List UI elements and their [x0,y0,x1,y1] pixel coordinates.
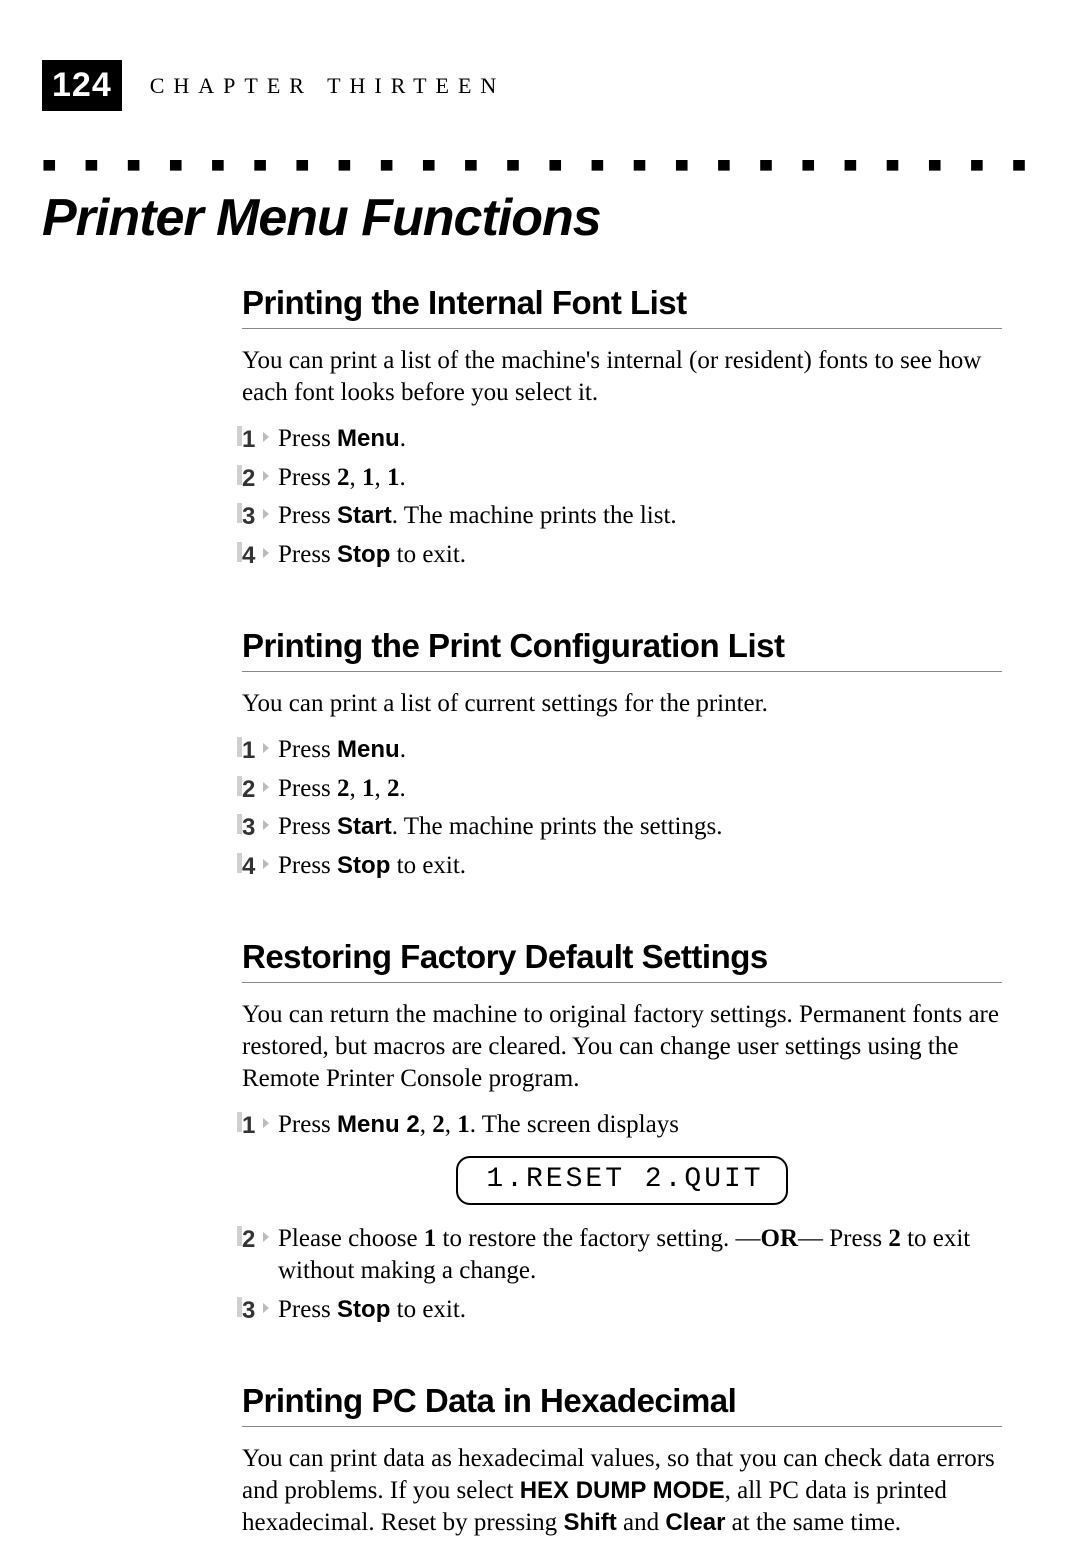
step-item: 4 Press Stop to exit. [242,850,1002,883]
steps-list: 1 Press Menu. 2 Press 2, 1, 2. 3 Press S… [242,734,1002,882]
section-body: You can print data as hexadecimal values… [242,1443,1002,1539]
step-text: Press Menu. [278,734,1002,767]
step-text: Press 2, 1, 1. [278,462,1002,495]
dotted-rule: ■ ■ ■ ■ ■ ■ ■ ■ ■ ■ ■ ■ ■ ■ ■ ■ ■ ■ ■ ■ … [42,160,1038,184]
main-title: Printer Menu Functions [42,188,1038,248]
section-title: Printing the Internal Font List [242,284,1002,329]
step-item: 4 Press Stop to exit. [242,539,1002,572]
step-number-icon: 4 [242,851,262,882]
step-text: Press Start. The machine prints the sett… [278,811,1002,844]
step-number-icon: 3 [242,501,262,532]
step-number-icon: 1 [242,1110,262,1141]
lcd-display-wrap: 1.RESET 2.QUIT [242,1156,1002,1205]
content-area: ■ ■ ■ ■ ■ ■ ■ ■ ■ ■ ■ ■ ■ ■ ■ ■ ■ ■ ■ ■ … [42,160,1038,1553]
step-number-icon: 1 [242,735,262,766]
step-item: 2 Press 2, 1, 2. [242,773,1002,806]
step-item: 3 Press Start. The machine prints the se… [242,811,1002,844]
page-header: 124 CHAPTER THIRTEEN [42,60,505,111]
step-text: Press Start. The machine prints the list… [278,500,1002,533]
step-number-icon: 3 [242,1295,262,1326]
steps-list: 2 Please choose 1 to restore the factory… [242,1223,1002,1327]
step-text: Press Stop to exit. [278,539,1002,572]
step-text: Press 2, 1, 2. [278,773,1002,806]
section-intro: You can print a list of current settings… [242,688,1002,720]
step-item: 2 Press 2, 1, 1. [242,462,1002,495]
section-config-list: Printing the Print Configuration List Yo… [242,627,1002,882]
steps-list: 1 Press Menu. 2 Press 2, 1, 1. 3 Press S… [242,423,1002,571]
step-item: 1 Press Menu. [242,423,1002,456]
step-number-icon: 4 [242,540,262,571]
section-title: Printing PC Data in Hexadecimal [242,1382,1002,1427]
section-hex-dump: Printing PC Data in Hexadecimal You can … [242,1382,1002,1539]
step-number-icon: 3 [242,812,262,843]
step-item: 1 Press Menu 2, 2, 1. The screen display… [242,1109,1002,1142]
step-item: 2 Please choose 1 to restore the factory… [242,1223,1002,1288]
step-text: Please choose 1 to restore the factory s… [278,1223,1002,1288]
section-factory-reset: Restoring Factory Default Settings You c… [242,938,1002,1326]
step-text: Press Stop to exit. [278,1294,1002,1327]
step-number-icon: 2 [242,463,262,494]
step-number-icon: 2 [242,1224,262,1255]
step-item: 3 Press Start. The machine prints the li… [242,500,1002,533]
step-text: Press Menu. [278,423,1002,456]
step-item: 3 Press Stop to exit. [242,1294,1002,1327]
step-number-icon: 1 [242,424,262,455]
lcd-display: 1.RESET 2.QUIT [456,1156,787,1205]
section-intro: You can return the machine to original f… [242,999,1002,1095]
section-title: Restoring Factory Default Settings [242,938,1002,983]
step-text: Press Stop to exit. [278,850,1002,883]
section-title: Printing the Print Configuration List [242,627,1002,672]
page-number-box: 124 [42,60,122,111]
chapter-label: CHAPTER THIRTEEN [150,73,506,99]
step-item: 1 Press Menu. [242,734,1002,767]
section-intro: You can print a list of the machine's in… [242,345,1002,409]
step-text: Press Menu 2, 2, 1. The screen displays [278,1109,1002,1142]
steps-list: 1 Press Menu 2, 2, 1. The screen display… [242,1109,1002,1142]
step-number-icon: 2 [242,774,262,805]
section-font-list: Printing the Internal Font List You can … [242,284,1002,571]
